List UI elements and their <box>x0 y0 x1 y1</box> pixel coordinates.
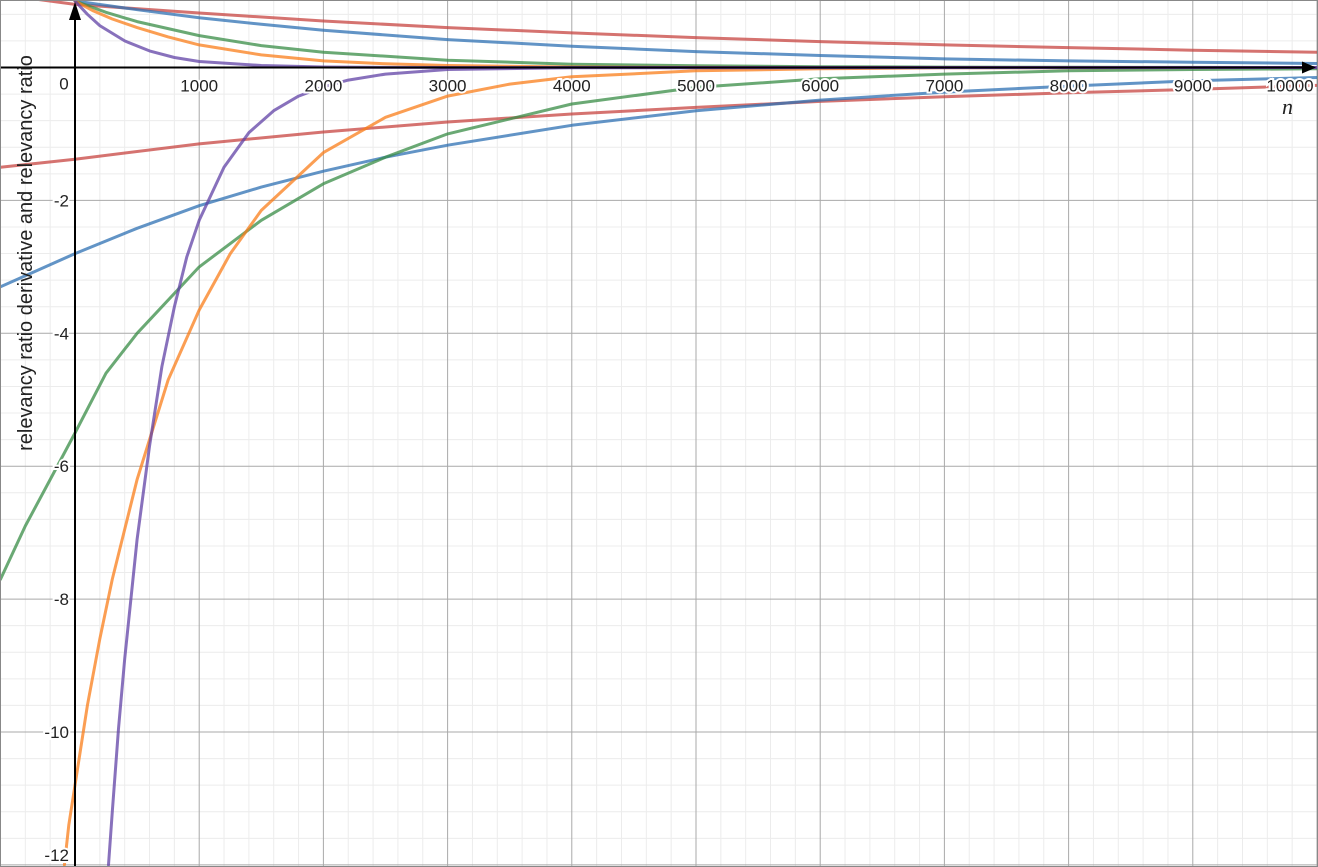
series-line-2 <box>0 83 1318 169</box>
x-axis-label: n <box>1282 94 1293 119</box>
y-axis-label: relevancy ratio derivative and relevancy… <box>15 55 37 451</box>
x-tick-label: 1000 <box>180 77 218 96</box>
y-tick-label: -12 <box>44 846 69 865</box>
x-tick-label: 6000 <box>801 77 839 96</box>
y-tick-label: -4 <box>54 324 69 343</box>
tick-labels: 0 1000 2000 3000 4000 5000 6000 7000 8000 9000 100… <box>42 73 1315 867</box>
x-axis-arrow <box>1302 61 1316 74</box>
x-tick-label: 3000 <box>429 77 467 96</box>
series-line-4 <box>0 76 1318 289</box>
y-tick-label: -6 <box>54 457 69 476</box>
series-line-10 <box>107 66 1318 867</box>
x-tick-label: 0 <box>59 75 68 94</box>
y-tick-label: -8 <box>54 590 69 609</box>
y-axis-arrow <box>69 2 81 20</box>
x-tick-label: 4000 <box>553 77 591 96</box>
series-line-6 <box>0 67 1318 581</box>
y-tick-label: -2 <box>54 191 69 210</box>
series-line-8 <box>62 66 1318 867</box>
series-line-3 <box>73 0 1318 65</box>
x-tick-label: 7000 <box>925 77 963 96</box>
x-tick-label: 5000 <box>677 77 715 96</box>
x-tick-label: 9000 <box>1174 77 1212 96</box>
x-tick-label: 10000 <box>1266 77 1313 96</box>
x-tick-label: 2000 <box>304 77 342 96</box>
series-line-1 <box>30 0 1318 54</box>
y-tick-label: -10 <box>44 723 69 742</box>
x-tick-label: 8000 <box>1050 77 1088 96</box>
